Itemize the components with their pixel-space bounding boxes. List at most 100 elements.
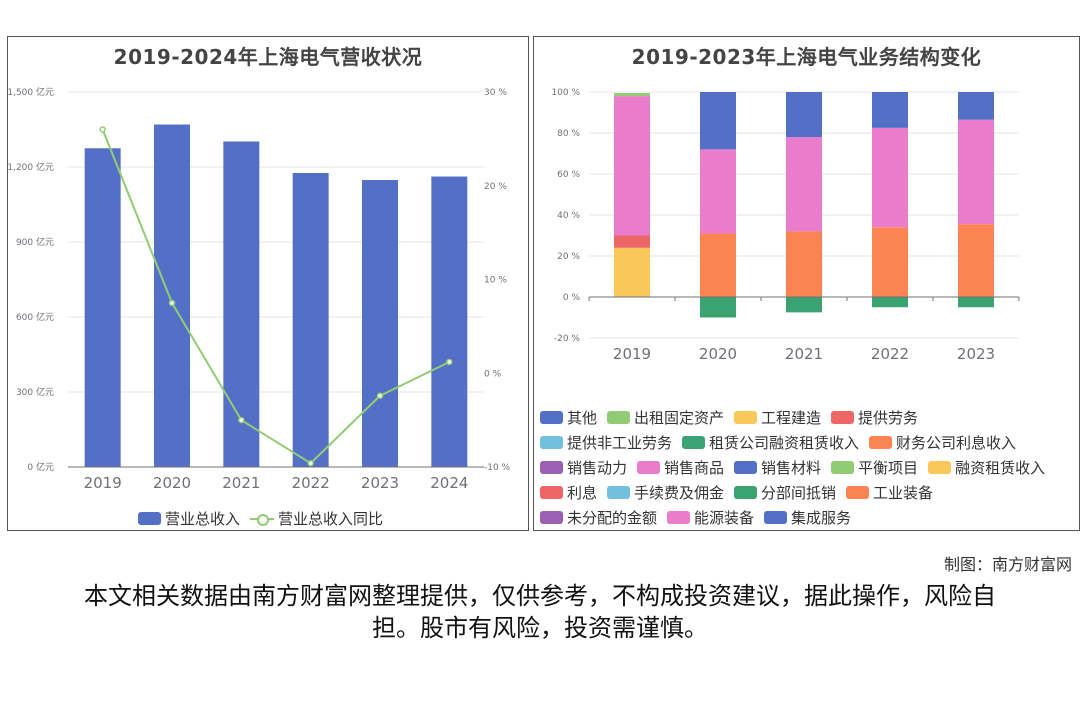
legend-item-revenue-yoy[interactable]: 营业总收入同比 — [250, 508, 383, 529]
stack-segment — [614, 96, 650, 236]
structure-chart-plot: -20 % 0 % 20 % 40 % 60 % 80 % 100 % 2019 2020 202… — [551, 88, 1020, 363]
stack-segment — [958, 224, 994, 297]
revenue-chart-panel: 2019-2024年上海电气营收状况 0 亿元 300 亿元 600 亿元 900 亿… — [7, 36, 529, 531]
legend-row: 销售动力 销售商品 销售材料 平衡项目 融资租赁收入 — [540, 457, 1055, 478]
legend-label: 利息 — [567, 484, 598, 502]
y-tick-label: 0 % — [563, 293, 581, 303]
legend-item[interactable]: 销售动力 — [540, 457, 627, 478]
stack-segment — [958, 92, 994, 120]
legend-item[interactable]: 销售材料 — [734, 457, 821, 478]
legend-item[interactable]: 手续费及佣金 — [607, 482, 724, 503]
stack-segment — [700, 149, 736, 234]
stack-segment — [786, 137, 822, 232]
legend-item[interactable]: 融资租赁收入 — [928, 457, 1045, 478]
stack-segment — [786, 92, 822, 138]
legend-item-revenue[interactable]: 营业总收入 — [138, 508, 240, 529]
y-right-tick-label: -10 % — [484, 463, 511, 473]
legend-item[interactable]: 工程建造 — [734, 407, 821, 428]
x-tick-label: 2022 — [292, 474, 330, 492]
stack-segment — [614, 93, 650, 97]
y-left-tick-label: 0 亿元 — [27, 461, 54, 473]
legend-label: 出租固定资产 — [634, 409, 725, 427]
legend-item[interactable]: 销售商品 — [637, 457, 724, 478]
stack-segment — [786, 231, 822, 297]
revenue-bar — [431, 176, 468, 467]
legend-label: 未分配的金额 — [567, 509, 658, 527]
legend-row: 提供非工业劳务 租赁公司融资租赁收入 财务公司利息收入 — [540, 432, 1026, 453]
legend-label: 能源装备 — [694, 509, 755, 527]
x-tick-label: 2020 — [153, 474, 191, 492]
y-right-tick-label: 20 % — [484, 182, 507, 192]
x-tick-label: 2023 — [957, 345, 995, 363]
yoy-point — [307, 460, 314, 467]
y-right-tick-label: 0 % — [484, 369, 502, 379]
stack-segment — [700, 92, 736, 150]
legend-item[interactable]: 未分配的金额 — [540, 507, 657, 528]
legend-item[interactable]: 能源装备 — [667, 507, 754, 528]
legend-swatch — [540, 486, 563, 499]
legend-item[interactable]: 租赁公司融资租赁收入 — [682, 432, 859, 453]
legend-label: 销售商品 — [664, 459, 725, 477]
legend-item[interactable]: 利息 — [540, 482, 597, 503]
revenue-bar — [362, 180, 398, 467]
legend-label: 融资租赁收入 — [955, 459, 1046, 477]
legend-swatch — [607, 486, 631, 499]
structure-chart-panel: 2019-2023年上海电气业务结构变化 -20 % 0 % 20 % 40 % 60 … — [533, 36, 1080, 531]
legend-swatch — [928, 461, 952, 474]
revenue-bar — [223, 141, 260, 467]
yoy-point — [168, 299, 176, 307]
legend-row: 利息 手续费及佣金 分部间抵销 工业装备 — [540, 482, 943, 503]
legend-item[interactable]: 其他 — [540, 407, 597, 428]
stack-segment — [700, 297, 736, 318]
legend-swatch — [831, 461, 855, 474]
stack-segment — [614, 235, 650, 248]
legend-item[interactable]: 集成服务 — [764, 507, 851, 528]
structure-chart-title: 2019-2023年上海电气业务结构变化 — [631, 45, 982, 69]
y-tick-label: 60 % — [557, 170, 580, 180]
revenue-bar — [84, 148, 121, 467]
legend-swatch — [734, 461, 758, 474]
legend-swatch — [764, 511, 788, 524]
legend-item[interactable]: 财务公司利息收入 — [869, 432, 1016, 453]
legend-item[interactable]: 分部间抵销 — [734, 482, 836, 503]
y-right-tick-label: 30 % — [484, 88, 507, 98]
legend-label: 提供劳务 — [858, 409, 919, 427]
stack-segment — [614, 247, 650, 297]
legend-item[interactable]: 平衡项目 — [831, 457, 918, 478]
yoy-point — [446, 358, 453, 366]
legend-swatch — [540, 411, 563, 424]
legend-label: 销售材料 — [761, 459, 822, 477]
x-tick-label: 2019 — [84, 474, 122, 492]
y-right-tick-label: 10 % — [484, 276, 507, 286]
legend-swatch — [540, 511, 563, 524]
revenue-bar — [292, 173, 329, 467]
legend-swatch — [607, 411, 631, 424]
x-tick-label: 2022 — [871, 345, 909, 363]
legend-item[interactable]: 提供非工业劳务 — [540, 432, 672, 453]
legend-label: 集成服务 — [791, 509, 852, 527]
legend-label: 其他 — [567, 409, 598, 427]
y-left-tick-label: 1,500 亿元 — [8, 86, 54, 98]
legend-label: 租赁公司融资租赁收入 — [709, 434, 860, 452]
revenue-chart-legend: 营业总收入 营业总收入同比 — [138, 508, 393, 529]
legend-swatch — [682, 436, 706, 449]
stack-segment — [700, 233, 736, 297]
x-tick-label: 2020 — [699, 345, 737, 363]
legend-item[interactable]: 工业装备 — [846, 482, 933, 503]
legend-swatch — [667, 511, 691, 524]
legend-swatch — [637, 461, 661, 474]
y-left-tick-label: 1,200 亿元 — [8, 161, 54, 173]
stack-segment — [786, 297, 822, 313]
y-tick-label: 20 % — [557, 252, 580, 262]
legend-swatch — [734, 411, 758, 424]
yoy-point — [376, 392, 384, 399]
x-tick-label: 2021 — [222, 474, 260, 492]
revenue-chart-plot: 0 亿元 300 亿元 600 亿元 900 亿元 1,200 亿元 1,500 亿元 -1… — [8, 86, 511, 492]
yoy-point — [99, 126, 106, 133]
legend-item[interactable]: 提供劳务 — [831, 407, 918, 428]
legend-label: 平衡项目 — [858, 459, 919, 477]
stack-segment — [958, 119, 994, 225]
legend-item[interactable]: 出租固定资产 — [607, 407, 724, 428]
legend-swatch-line — [250, 512, 275, 526]
y-tick-label: 40 % — [557, 211, 580, 221]
